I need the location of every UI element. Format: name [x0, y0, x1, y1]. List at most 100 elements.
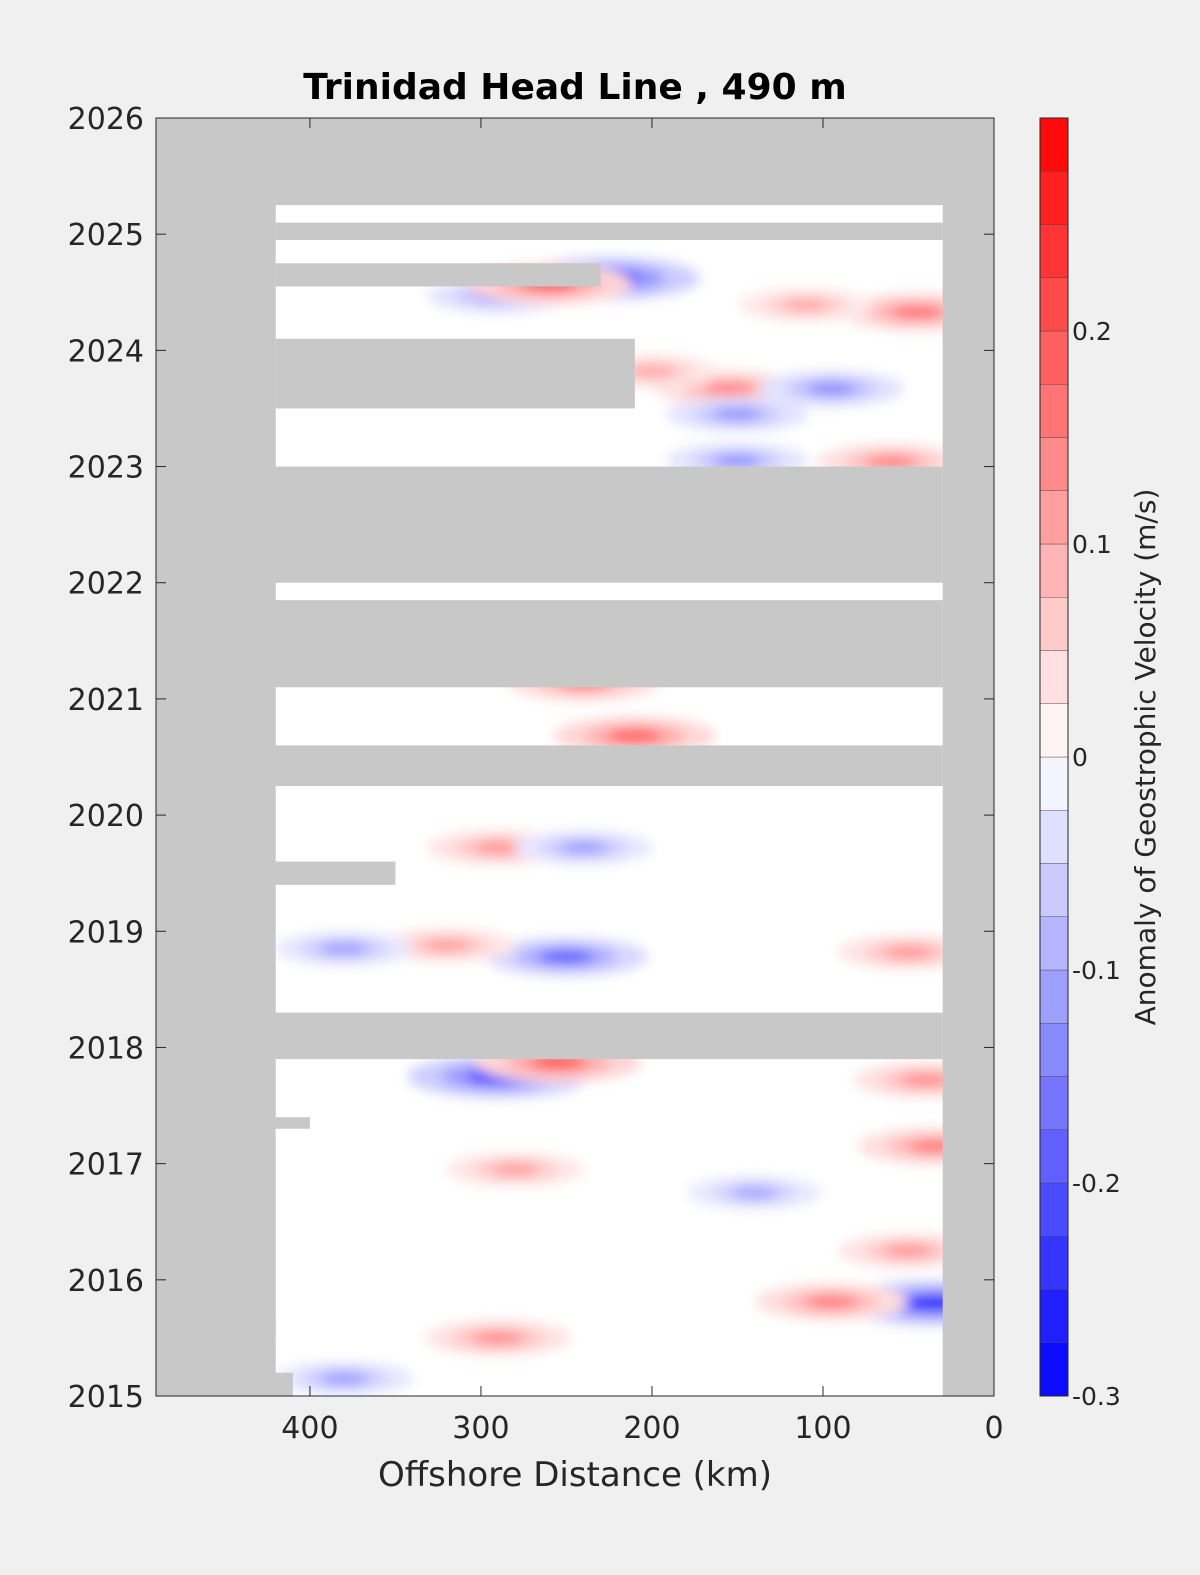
x-axis-label: Offshore Distance (km): [378, 1455, 772, 1495]
colorbar-band: [1039, 490, 1069, 545]
no-data-region: [156, 1117, 310, 1129]
y-axis: 2015 2016 2017 2018 2019 2020 2021 2022 2023 2024…: [68, 102, 994, 1415]
no-data-region: [156, 600, 943, 688]
no-data-region: [275, 263, 601, 287]
colorbar-band: [1039, 703, 1069, 758]
anomaly-blob: [900, 1073, 951, 1087]
colorbar-band: [1039, 330, 1069, 385]
no-data-region: [275, 338, 635, 409]
x-tick-label: 0: [984, 1411, 1003, 1446]
no-data-region: [156, 861, 396, 885]
no-data-region: [156, 1233, 225, 1245]
colorbar-frame: [1039, 117, 1069, 1397]
colorbar-band: [1039, 384, 1069, 438]
colorbar-band: [1039, 810, 1069, 864]
y-tick-label: 2022: [68, 567, 144, 602]
x-axis: 400 300 200 100 0: [281, 118, 1004, 1446]
no-data-region: [156, 1175, 242, 1187]
y-tick-label: 2020: [68, 799, 144, 834]
colorbar-band: [1039, 1129, 1069, 1184]
colorbar: -0.3 -0.2 -0.1 0 0.1 0.2 Anomaly of Geostroph…: [1039, 117, 1162, 1411]
x-tick-label: 200: [623, 1411, 680, 1446]
anomaly-blob: [320, 1372, 368, 1385]
colorbar-band: [1039, 1236, 1069, 1290]
anomaly-blob: [782, 299, 830, 311]
colorbar-band: [1039, 1289, 1069, 1343]
anomaly-blob: [806, 382, 857, 395]
colorbar-tick-label: 0.2: [1072, 317, 1112, 346]
colorbar-bands: [1039, 117, 1069, 1397]
anomaly-blob: [865, 455, 917, 469]
anomaly-blob: [731, 1186, 778, 1199]
colorbar-band: [1039, 597, 1069, 651]
anomaly-blob: [606, 729, 663, 743]
anomaly-blob: [713, 454, 762, 467]
colorbar-band: [1039, 1023, 1069, 1077]
anomaly-blob: [559, 841, 608, 854]
no-data-region: [156, 118, 994, 206]
anomaly-blob: [628, 365, 676, 378]
no-data-region: [942, 118, 994, 1396]
anomaly-blob: [890, 305, 944, 319]
y-tick-label: 2019: [68, 915, 144, 950]
y-tick-label: 2017: [68, 1148, 144, 1183]
y-tick-label: 2016: [68, 1264, 144, 1299]
colorbar-ticks: -0.3 -0.2 -0.1 0 0.1 0.2: [1072, 317, 1121, 1411]
colorbar-band: [1039, 224, 1069, 278]
anomaly-blob: [884, 1244, 933, 1257]
plot-frame: [155, 117, 995, 1397]
x-tick-label: 300: [452, 1411, 509, 1446]
anomaly-blob: [491, 1163, 539, 1176]
anomaly-blob: [805, 1295, 858, 1309]
plot-area: [155, 117, 995, 1397]
colorbar-band: [1039, 969, 1069, 1024]
y-tick-label: 2021: [68, 683, 144, 718]
x-tick-label: 100: [794, 1411, 851, 1446]
no-data-mask: [156, 118, 994, 1396]
colorbar-band: [1039, 277, 1069, 332]
colorbar-band: [1039, 117, 1069, 172]
colorbar-band: [1039, 1182, 1069, 1237]
y-tick-label: 2026: [68, 102, 144, 137]
colorbar-band: [1039, 863, 1069, 917]
anomaly-blob: [713, 408, 762, 421]
anomaly-blob: [320, 942, 368, 955]
x-tick-label: 400: [281, 1411, 338, 1446]
chart-title: Trinidad Head Line , 490 m: [303, 67, 846, 108]
y-tick-label: 2023: [68, 451, 144, 486]
no-data-region: [156, 466, 943, 583]
no-data-region: [275, 222, 943, 240]
colorbar-tick-label: 0: [1072, 743, 1088, 772]
colorbar-tick-label: -0.2: [1072, 1169, 1121, 1198]
no-data-region: [156, 1012, 943, 1060]
anomaly-blob: [529, 1055, 587, 1070]
colorbar-band: [1039, 171, 1069, 225]
y-tick-label: 2025: [68, 218, 144, 253]
anomaly-blob: [884, 946, 933, 959]
no-data-region: [156, 745, 943, 787]
y-tick-label: 2018: [68, 1031, 144, 1066]
no-data-region: [156, 1314, 276, 1338]
anomaly-blob: [473, 841, 523, 854]
colorbar-band: [1039, 1342, 1069, 1397]
y-tick-label: 2015: [68, 1380, 144, 1415]
anomaly-blob: [473, 1331, 524, 1345]
no-data-region: [156, 908, 242, 920]
colorbar-band: [1039, 437, 1069, 491]
anomaly-blob: [538, 950, 595, 964]
anomaly-features: [275, 257, 994, 1396]
colorbar-tick-label: -0.1: [1072, 956, 1121, 985]
colorbar-band: [1039, 756, 1069, 811]
no-data-region: [156, 1372, 293, 1396]
anomaly-blob: [703, 382, 755, 395]
colorbar-tick-label: 0.1: [1072, 530, 1112, 559]
anomaly-blob: [422, 939, 471, 952]
colorbar-band: [1039, 916, 1069, 971]
colorbar-band: [1039, 543, 1069, 598]
colorbar-band: [1039, 650, 1069, 704]
colorbar-tick-label: -0.3: [1072, 1382, 1121, 1411]
colorbar-label: Anomaly of Geostrophic Velocity (m/s): [1129, 489, 1162, 1026]
colorbar-band: [1039, 1076, 1069, 1130]
y-tick-label: 2024: [68, 334, 144, 369]
